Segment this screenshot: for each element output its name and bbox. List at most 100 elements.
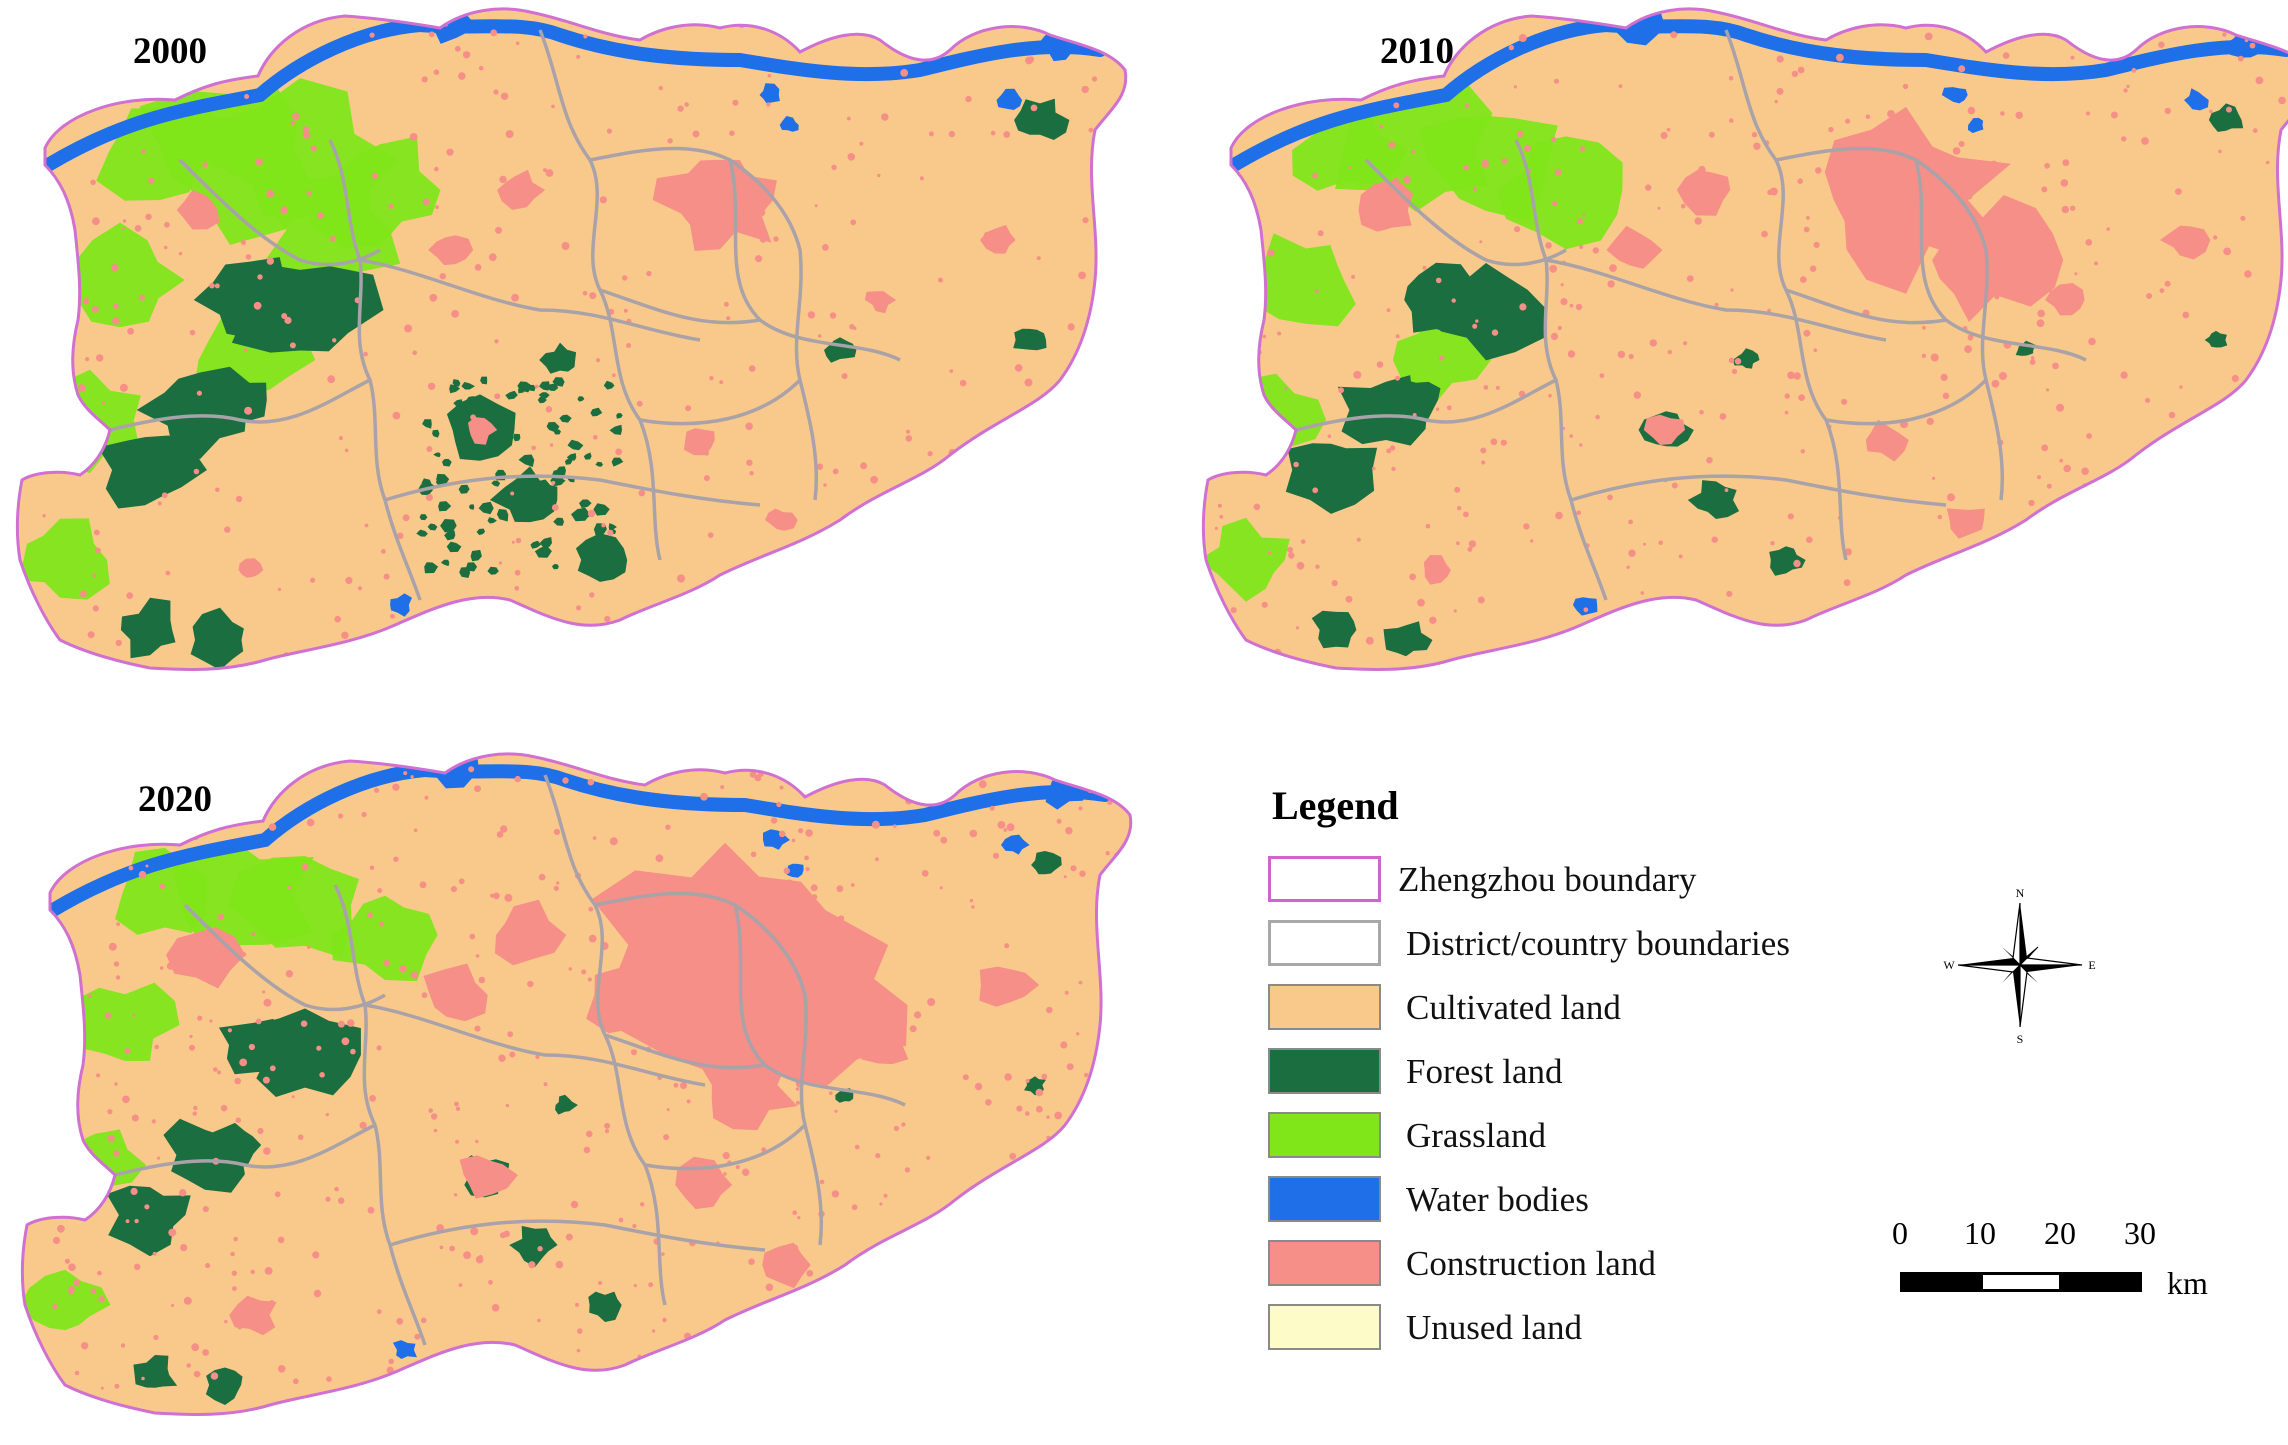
- settlement-dot: [236, 1118, 241, 1123]
- settlement-dot: [284, 317, 291, 324]
- settlement-dot: [93, 574, 97, 578]
- settlement-dot: [1785, 393, 1790, 398]
- settlement-dot: [108, 1135, 115, 1142]
- settlement-dot: [892, 1394, 898, 1400]
- settlement-dot: [1798, 67, 1805, 74]
- settlement-dot: [421, 1318, 427, 1324]
- settlement-dot: [990, 806, 995, 811]
- land-cover-layers: [17, 0, 1125, 670]
- settlement-dot: [270, 1065, 276, 1071]
- settlement-dot: [1429, 617, 1436, 624]
- settlement-dot: [851, 883, 855, 887]
- settlement-dot: [1456, 541, 1460, 545]
- settlement-dot: [1338, 387, 1344, 393]
- settlement-dot: [404, 325, 412, 333]
- settlement-dot: [1003, 131, 1010, 138]
- settlement-dot: [1349, 166, 1352, 169]
- settlement-dot: [1859, 604, 1865, 610]
- settlement-dot: [609, 1000, 613, 1004]
- settlement-dot: [1467, 547, 1472, 552]
- settlement-dot: [125, 1048, 131, 1054]
- settlement-dot: [697, 596, 703, 602]
- settlement-dot: [1579, 245, 1583, 249]
- settlement-dot: [242, 952, 246, 956]
- settlement-dot: [1020, 1372, 1027, 1379]
- settlement-dot: [1234, 431, 1238, 435]
- settlement-dot: [552, 504, 559, 511]
- settlement-dot: [218, 914, 225, 921]
- settlement-dot: [488, 1280, 493, 1285]
- settlement-dot: [152, 1119, 156, 1123]
- settlement-dot: [1057, 819, 1062, 824]
- settlement-dot: [1262, 602, 1268, 608]
- legend-item-grassland: Grassland: [1268, 1112, 1888, 1162]
- settlement-dot: [2270, 344, 2274, 348]
- settlement-dot: [126, 592, 133, 599]
- settlement-dot: [92, 772, 98, 778]
- settlement-dot: [1366, 637, 1374, 645]
- settlement-dot: [264, 999, 272, 1007]
- settlement-dot: [1391, 467, 1395, 471]
- settlement-dot: [351, 1393, 356, 1398]
- settlement-dot: [131, 1188, 138, 1195]
- settlement-dot: [1551, 333, 1558, 340]
- settlement-dot: [1600, 373, 1605, 378]
- settlement-dot: [773, 236, 778, 241]
- settlement-dot: [458, 72, 466, 80]
- settlement-dot: [463, 248, 467, 252]
- settlement-dot: [798, 828, 803, 833]
- settlement-dot: [1627, 566, 1630, 569]
- settlement-dot: [179, 1189, 186, 1196]
- settlement-dot: [2071, 56, 2075, 60]
- settlement-dot: [1025, 1111, 1030, 1116]
- settlement-dot: [1725, 488, 1729, 492]
- settlement-dot: [330, 236, 336, 242]
- settlement-dot: [30, 1332, 34, 1336]
- settlement-dot: [1502, 158, 1508, 164]
- settlement-dot: [1327, 53, 1334, 60]
- land-use-map-2010: [1186, 0, 2288, 700]
- settlement-dot: [724, 302, 729, 307]
- settlement-dot: [788, 558, 796, 566]
- settlement-dot: [796, 1087, 800, 1091]
- settlement-dot: [702, 1032, 709, 1039]
- settlement-dot: [837, 885, 844, 892]
- settlement-dot: [194, 469, 200, 475]
- settlement-dot: [820, 1365, 825, 1370]
- settlement-dot: [588, 977, 592, 981]
- settlement-dot: [287, 886, 291, 890]
- settlement-dot: [160, 966, 164, 970]
- settlement-dot: [515, 776, 521, 782]
- settlement-dot: [2240, 216, 2245, 221]
- settlement-dot: [370, 866, 375, 871]
- settlement-dot: [314, 1401, 321, 1408]
- settlement-dot: [98, 1296, 104, 1302]
- settlement-dot: [776, 802, 781, 807]
- settlement-dot: [1898, 159, 1901, 162]
- settlement-dot: [1568, 350, 1575, 357]
- settlement-dot: [326, 1376, 332, 1382]
- settlement-dot: [2165, 281, 2171, 287]
- settlement-dot: [1312, 173, 1318, 179]
- settlement-dot: [291, 120, 296, 125]
- settlement-dot: [663, 1134, 669, 1140]
- settlement-dot: [506, 130, 514, 138]
- settlement-dot: [127, 328, 134, 335]
- settlement-dot: [2181, 540, 2187, 546]
- settlement-dot: [964, 1221, 968, 1225]
- settlement-dot: [2242, 446, 2250, 454]
- settlement-dot: [975, 1331, 981, 1337]
- settlement-dot: [990, 1255, 997, 1262]
- settlement-dot: [1068, 1326, 1072, 1330]
- settlement-dot: [338, 813, 343, 818]
- settlement-dot: [486, 1372, 490, 1376]
- settlement-dot: [39, 241, 46, 248]
- settlement-dot: [519, 1375, 524, 1380]
- compass-w: W: [1943, 958, 1955, 972]
- settlement-dot: [493, 89, 498, 94]
- settlement-dot: [652, 1329, 655, 1332]
- settlement-dot: [830, 312, 836, 318]
- settlement-dot: [463, 51, 470, 58]
- settlement-dot: [1810, 265, 1817, 272]
- settlement-dot: [859, 142, 863, 146]
